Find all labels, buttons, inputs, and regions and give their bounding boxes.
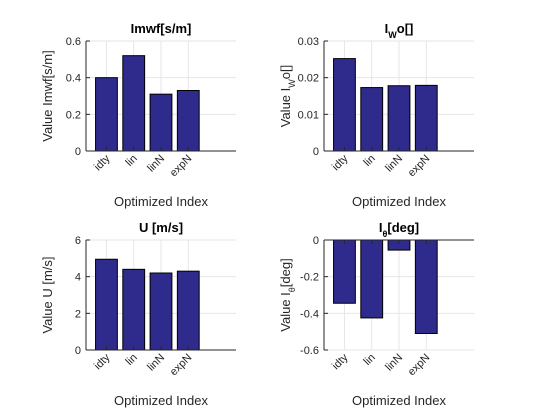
x-tick-label-lin: lin — [362, 153, 378, 169]
subplot-title: Iθ[deg] — [379, 220, 419, 239]
x-tick-label-lin: lin — [362, 352, 378, 368]
x-tick-label-expN: expN — [406, 352, 433, 379]
y-tick-label: -0.6 — [300, 345, 319, 357]
bar-linN — [387, 85, 411, 152]
y-tick-label: 0.2 — [66, 109, 81, 121]
bar-lin — [360, 87, 384, 152]
subplot-3: 0 2 4 6 idty lin linN expN U [m/s] Optimized Inde… — [40, 220, 236, 408]
y-axis-label: Value Iθ[deg] — [278, 258, 297, 331]
x-tick-label-linN: linN — [145, 153, 167, 175]
x-tick-label-idty: idty — [330, 351, 351, 372]
y-tick-label: 0.03 — [298, 36, 319, 48]
bar-expN — [176, 270, 200, 351]
bar-expN — [176, 90, 200, 152]
bar-idty — [333, 58, 356, 152]
y-tick-label: -0.4 — [300, 308, 319, 320]
y-tick-label: 4 — [75, 272, 81, 284]
y-tick-label: -0.2 — [300, 272, 319, 284]
subplot-2: 0 0.01 0.02 0.03 idty lin linN expN IWo[] Optimiz… — [278, 21, 474, 209]
bar-lin — [122, 55, 146, 152]
x-tick-label-expN: expN — [168, 153, 195, 180]
bar-lin — [122, 268, 146, 351]
y-tick-label: 6 — [75, 235, 81, 247]
x-tick-label-lin: lin — [124, 352, 140, 368]
subplot-title: U [m/s] — [139, 220, 183, 235]
y-tick-label: 0 — [313, 235, 319, 247]
x-tick-label-lin: lin — [124, 153, 140, 169]
x-axis-label: Optimized Index — [352, 194, 446, 209]
bar-linN — [149, 93, 173, 152]
bar-expN — [414, 84, 438, 152]
bar-idty — [333, 239, 356, 304]
x-tick-label-expN: expN — [168, 352, 195, 379]
y-axis-label: Value U [m/s] — [40, 256, 55, 333]
x-tick-label-idty: idty — [92, 351, 113, 372]
y-tick-label: 0 — [75, 345, 81, 357]
x-tick-label-linN: linN — [383, 352, 405, 374]
bar-idty — [95, 258, 118, 351]
x-tick-label-idty: idty — [92, 152, 113, 173]
x-axis-label: Optimized Index — [114, 194, 208, 209]
x-axis-label: Optimized Index — [352, 393, 446, 408]
y-axis-label: Value IWo[] — [278, 65, 297, 127]
bar-expN — [414, 239, 438, 334]
subplot-title: Imwf[s/m] — [131, 21, 192, 36]
bar-idty — [95, 77, 118, 152]
x-axis-label: Optimized Index — [114, 393, 208, 408]
x-tick-label-linN: linN — [145, 352, 167, 374]
x-tick-label-idty: idty — [330, 152, 351, 173]
subplot-1: 0 0.2 0.4 0.6 idty lin linN expN Imwf[s/m] Optimi… — [40, 21, 236, 209]
x-tick-label-linN: linN — [383, 153, 405, 175]
y-tick-label: 0.6 — [66, 36, 81, 48]
y-tick-label: 0.02 — [298, 73, 319, 85]
subplot-4: -0.6 -0.4 -0.2 0 idty lin linN expN Iθ[deg] Optim… — [278, 220, 474, 408]
y-tick-label: 2 — [75, 308, 81, 320]
bar-linN — [149, 272, 173, 351]
y-tick-label: 0 — [313, 146, 319, 158]
y-tick-label: 0.4 — [66, 73, 81, 85]
y-axis-label: Value Imwf[s/m] — [40, 50, 55, 142]
y-tick-label: 0 — [75, 146, 81, 158]
bar-lin — [360, 239, 384, 319]
subplot-title: IWo[] — [385, 21, 414, 40]
y-tick-label: 0.01 — [298, 109, 319, 121]
x-tick-label-expN: expN — [406, 153, 433, 180]
